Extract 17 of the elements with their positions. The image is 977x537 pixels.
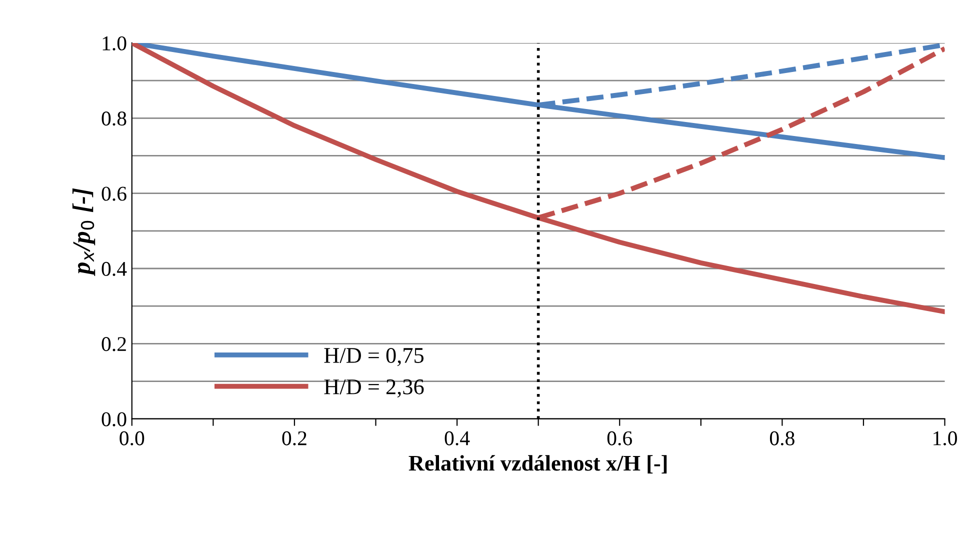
x-tick-label: 0.2 bbox=[282, 431, 306, 446]
x-tick-label: 0.4 bbox=[444, 431, 470, 446]
x-tick-label: 0.6 bbox=[607, 431, 632, 446]
y-tick-label: 0.4 bbox=[102, 262, 127, 276]
legend-label: H/D = 2,36 bbox=[324, 379, 424, 398]
y-tick-label: 0.8 bbox=[102, 112, 126, 126]
x-tick-label: 1.0 bbox=[934, 431, 957, 446]
x-axis-title: Relativní vzdálenost x/H [-] bbox=[408, 455, 667, 474]
y-tick-label: 1.0 bbox=[102, 36, 126, 50]
y-tick-label: 0.2 bbox=[102, 337, 126, 352]
x-tick-label: 0.8 bbox=[770, 431, 794, 446]
y-tick-label: 0.0 bbox=[102, 412, 126, 426]
legend-label: H/D = 0,75 bbox=[324, 348, 424, 366]
line-series bbox=[132, 42, 945, 314]
x-tick-label: 0.0 bbox=[120, 431, 144, 446]
y-tick-label: 0.6 bbox=[102, 186, 126, 201]
y-axis-title: p$_{x}$/p$_{0}$ [-] bbox=[72, 188, 96, 276]
